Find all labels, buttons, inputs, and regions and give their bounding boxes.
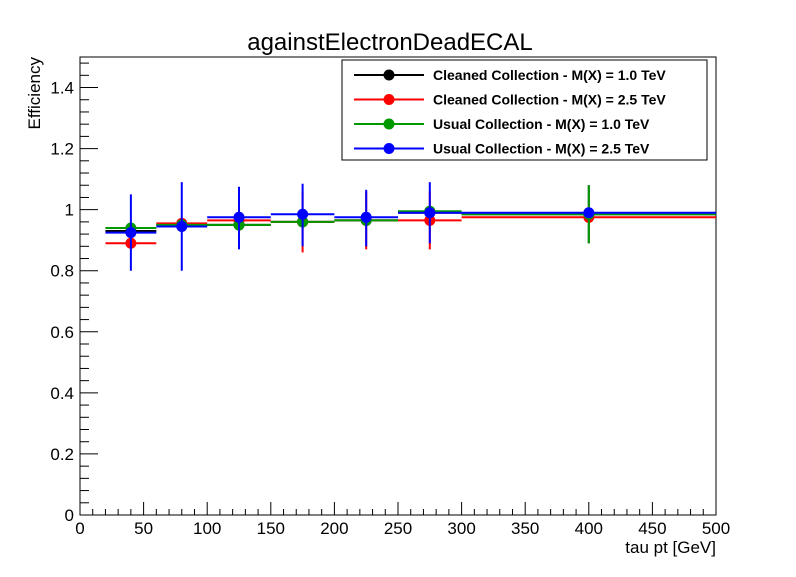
- x-tick-label: 250: [384, 519, 412, 538]
- x-tick-label: 150: [257, 519, 285, 538]
- data-marker: [233, 211, 245, 223]
- legend-marker: [383, 143, 395, 154]
- data-marker: [360, 211, 372, 223]
- data-point: [207, 186, 271, 250]
- series-4: [105, 182, 716, 271]
- y-tick-label: 0: [65, 506, 74, 525]
- data-point: [461, 207, 716, 219]
- legend-entry: Cleaned Collection - M(X) = 1.0 TeV: [354, 67, 666, 83]
- data-point: [270, 183, 335, 247]
- x-axis: 0 50 100 150 200 250 300 350 400 450 500: [75, 502, 730, 538]
- data-point: [156, 182, 208, 271]
- y-tick-label: 1: [65, 201, 74, 220]
- y-tick-label: 1.2: [50, 140, 74, 159]
- data-point: [105, 194, 157, 271]
- y-axis-label: Efficiency: [25, 57, 44, 130]
- data-point: [334, 189, 398, 247]
- legend-entry: Cleaned Collection - M(X) = 2.5 TeV: [354, 92, 666, 108]
- x-tick-label: 0: [75, 519, 84, 538]
- x-tick-label: 500: [702, 519, 730, 538]
- legend-marker: [383, 118, 395, 130]
- x-tick-label: 450: [638, 519, 666, 538]
- legend-label: Cleaned Collection - M(X) = 2.5 TeV: [433, 92, 666, 108]
- y-tick-label: 0.6: [50, 323, 74, 342]
- y-tick-label: 0.8: [50, 262, 74, 281]
- x-tick-label: 300: [447, 519, 475, 538]
- y-tick-label: 0.4: [50, 384, 74, 403]
- y-axis: 0 0.2 0.4 0.6 0.8 1 1.2 1.4: [50, 62, 98, 525]
- x-tick-label: 400: [575, 519, 603, 538]
- data-marker: [125, 227, 137, 239]
- legend-entry: Usual Collection - M(X) = 2.5 TeV: [354, 141, 650, 157]
- legend-label: Cleaned Collection - M(X) = 1.0 TeV: [433, 67, 666, 83]
- data-marker: [297, 208, 309, 220]
- legend-box: [341, 59, 708, 161]
- x-tick-label: 100: [193, 519, 221, 538]
- legend-label: Usual Collection - M(X) = 1.0 TeV: [433, 116, 650, 132]
- x-tick-label: 50: [134, 519, 153, 538]
- y-tick-label: 0.2: [50, 445, 74, 464]
- x-tick-label: 350: [511, 519, 539, 538]
- legend: Cleaned Collection - M(X) = 1.0 TeV Clean…: [341, 59, 708, 161]
- legend-marker: [383, 94, 395, 105]
- data-point: [398, 182, 462, 244]
- legend-marker: [383, 69, 395, 81]
- data-marker: [583, 207, 595, 219]
- chart-title: againstElectronDeadECAL: [247, 29, 533, 56]
- legend-label: Usual Collection - M(X) = 2.5 TeV: [433, 141, 650, 157]
- x-axis-label: tau pt [GeV]: [625, 538, 716, 557]
- legend-entry: Usual Collection - M(X) = 1.0 TeV: [354, 116, 650, 132]
- x-tick-label: 200: [320, 519, 348, 538]
- data-marker: [424, 207, 436, 219]
- data-series: [105, 182, 716, 271]
- y-tick-label: 1.4: [50, 79, 74, 98]
- data-marker: [176, 220, 188, 232]
